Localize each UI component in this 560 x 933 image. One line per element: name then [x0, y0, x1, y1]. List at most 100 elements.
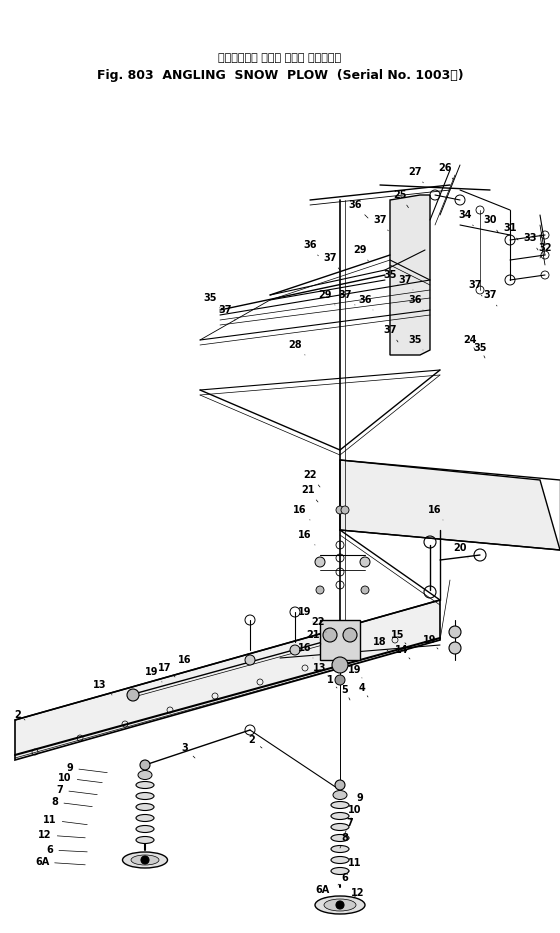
- Text: 22: 22: [304, 470, 320, 487]
- Text: 8: 8: [340, 833, 348, 848]
- Text: アングリング スノウ プラウ （適用号機: アングリング スノウ プラウ （適用号機: [218, 53, 342, 63]
- Text: 19: 19: [145, 667, 162, 682]
- Text: 19: 19: [423, 635, 438, 649]
- Ellipse shape: [331, 856, 349, 864]
- Text: 10: 10: [58, 773, 102, 783]
- Text: 37: 37: [218, 305, 235, 320]
- Polygon shape: [15, 600, 440, 760]
- Circle shape: [336, 901, 344, 909]
- Circle shape: [315, 557, 325, 567]
- Text: 31: 31: [503, 223, 518, 240]
- Text: 11: 11: [348, 858, 362, 872]
- Text: 10: 10: [348, 805, 362, 820]
- Text: 19: 19: [348, 665, 362, 678]
- Ellipse shape: [331, 845, 349, 853]
- Circle shape: [449, 626, 461, 638]
- Ellipse shape: [331, 801, 349, 809]
- Text: 14: 14: [395, 645, 410, 659]
- Text: 2: 2: [249, 735, 262, 748]
- Circle shape: [343, 628, 357, 642]
- Text: 6A: 6A: [35, 857, 85, 867]
- Text: 25: 25: [393, 190, 408, 208]
- Text: 8: 8: [52, 797, 92, 807]
- Circle shape: [323, 628, 337, 642]
- Text: 6: 6: [46, 845, 87, 855]
- Ellipse shape: [331, 813, 349, 819]
- Circle shape: [245, 655, 255, 665]
- Circle shape: [316, 586, 324, 594]
- Ellipse shape: [136, 803, 154, 811]
- Text: 4: 4: [358, 683, 368, 697]
- Text: 37: 37: [338, 290, 355, 305]
- Text: 21: 21: [306, 630, 321, 644]
- Text: 3: 3: [181, 743, 195, 758]
- Text: 35: 35: [473, 343, 487, 358]
- Text: 9: 9: [67, 763, 108, 773]
- Text: 36: 36: [358, 295, 373, 310]
- Circle shape: [141, 856, 149, 864]
- Circle shape: [361, 586, 369, 594]
- Text: 16: 16: [298, 643, 313, 658]
- Ellipse shape: [331, 868, 349, 874]
- Ellipse shape: [131, 855, 159, 865]
- Ellipse shape: [331, 824, 349, 830]
- Text: 29: 29: [353, 245, 368, 261]
- Text: 22: 22: [311, 617, 326, 632]
- Text: 16: 16: [298, 530, 315, 545]
- Ellipse shape: [123, 852, 167, 868]
- Text: 30: 30: [483, 215, 498, 232]
- Text: 11: 11: [43, 815, 87, 825]
- Text: 12: 12: [38, 830, 85, 840]
- Text: 1: 1: [326, 675, 337, 688]
- Text: 16: 16: [293, 505, 310, 520]
- Text: 26: 26: [438, 163, 454, 180]
- Text: 24: 24: [463, 335, 477, 350]
- Text: 12: 12: [351, 888, 365, 898]
- Ellipse shape: [138, 771, 152, 779]
- Text: 36: 36: [348, 200, 368, 218]
- Text: 5: 5: [342, 685, 350, 700]
- Circle shape: [336, 506, 344, 514]
- Text: 35: 35: [383, 270, 398, 285]
- Text: 21: 21: [301, 485, 318, 502]
- Polygon shape: [320, 620, 360, 660]
- Text: 37: 37: [374, 215, 388, 230]
- Text: 7: 7: [57, 785, 97, 795]
- Ellipse shape: [324, 899, 356, 911]
- Ellipse shape: [331, 834, 349, 842]
- Ellipse shape: [333, 790, 347, 800]
- Ellipse shape: [136, 792, 154, 800]
- Text: 37: 37: [383, 325, 398, 342]
- Text: 36: 36: [408, 295, 423, 310]
- Circle shape: [335, 780, 345, 790]
- Text: 17: 17: [158, 663, 175, 677]
- Circle shape: [335, 675, 345, 685]
- Polygon shape: [340, 460, 560, 550]
- Text: 29: 29: [318, 290, 335, 305]
- Circle shape: [341, 506, 349, 514]
- Text: 13: 13: [313, 663, 328, 676]
- Text: 37: 37: [468, 280, 482, 296]
- Text: 36: 36: [304, 240, 318, 256]
- Text: 33: 33: [523, 233, 538, 250]
- Text: 28: 28: [288, 340, 305, 355]
- Text: 37: 37: [398, 275, 413, 290]
- Ellipse shape: [136, 826, 154, 832]
- Text: 19: 19: [298, 607, 313, 622]
- Text: 27: 27: [408, 167, 423, 183]
- Text: 16: 16: [178, 655, 195, 670]
- Text: 16: 16: [428, 505, 443, 520]
- Circle shape: [140, 760, 150, 770]
- Text: 32: 32: [538, 243, 552, 258]
- Circle shape: [332, 657, 348, 673]
- Circle shape: [127, 689, 139, 701]
- Text: 35: 35: [408, 335, 423, 350]
- Text: 7: 7: [345, 818, 353, 833]
- Polygon shape: [390, 195, 430, 355]
- Ellipse shape: [136, 782, 154, 788]
- Ellipse shape: [136, 837, 154, 843]
- Text: 6A: 6A: [315, 885, 329, 898]
- Text: 6: 6: [338, 873, 348, 885]
- Text: 34: 34: [458, 210, 473, 226]
- Ellipse shape: [136, 815, 154, 821]
